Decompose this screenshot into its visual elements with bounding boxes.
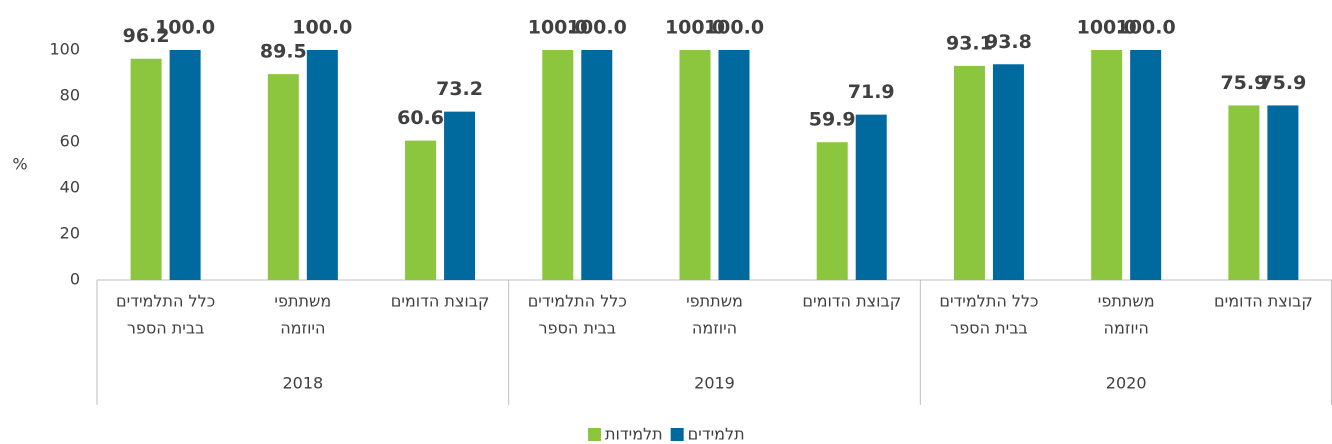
bar xyxy=(679,50,711,280)
x-tick-label: קבוצת הדומים xyxy=(391,292,490,311)
y-tick-label: 60 xyxy=(60,132,80,151)
legend-swatch xyxy=(588,428,601,441)
value-label: 100.0 xyxy=(567,17,627,39)
value-label: 59.9 xyxy=(809,109,856,131)
y-tick-label: 20 xyxy=(60,224,80,243)
bar xyxy=(542,50,574,280)
value-label: 89.5 xyxy=(260,41,307,63)
value-label: 100.0 xyxy=(155,17,215,39)
y-tick-label: 0 xyxy=(70,270,80,289)
value-label: 73.2 xyxy=(436,78,483,100)
bar xyxy=(953,65,985,281)
value-label: 93.1 xyxy=(946,32,993,54)
value-label: 100.0 xyxy=(1116,17,1176,39)
group-label: 2020 xyxy=(1106,374,1147,393)
x-tick-label: בבית הספר xyxy=(127,319,205,338)
bar xyxy=(444,111,476,280)
y-tick-label: 100 xyxy=(49,40,80,59)
x-tick-label: כלל התלמידים xyxy=(939,292,1038,311)
value-label: 93.8 xyxy=(985,31,1032,53)
x-tick-label: משתתפי xyxy=(686,292,743,311)
bar xyxy=(405,140,437,280)
value-label: 96.2 xyxy=(123,25,170,47)
bar xyxy=(816,142,848,280)
value-label: 100.0 xyxy=(665,17,725,39)
group-label: 2019 xyxy=(694,374,735,393)
x-tick-label: היוזמה xyxy=(692,319,737,338)
x-tick-label: משתתפי xyxy=(1098,292,1155,311)
bar xyxy=(169,50,201,280)
value-label: 100.0 xyxy=(704,17,764,39)
legend-label: תלמידים xyxy=(688,425,745,444)
value-label: 71.9 xyxy=(848,81,895,103)
x-tick-label: קבוצת הדומים xyxy=(1214,292,1313,311)
bar xyxy=(1228,105,1260,281)
value-label: 100.0 xyxy=(528,17,588,39)
y-axis-label: % xyxy=(12,155,27,174)
value-label: 75.9 xyxy=(1259,72,1306,94)
bar xyxy=(267,74,299,281)
value-label: 75.9 xyxy=(1220,72,1267,94)
x-tick-label: היוזמה xyxy=(280,319,325,338)
bar xyxy=(855,114,887,280)
bar xyxy=(992,64,1024,280)
bar xyxy=(1091,50,1123,280)
x-tick-label: בבית הספר xyxy=(950,319,1028,338)
x-tick-label: קבוצת הדומים xyxy=(802,292,901,311)
bar xyxy=(718,50,750,280)
x-tick-label: משתתפי xyxy=(274,292,331,311)
bar xyxy=(306,50,338,280)
x-tick-label: בבית הספר xyxy=(539,319,617,338)
bar xyxy=(1130,50,1162,280)
value-label: 60.6 xyxy=(397,107,444,129)
y-tick-label: 80 xyxy=(60,86,80,105)
group-label: 2018 xyxy=(282,374,323,393)
legend-label: תלמידות xyxy=(605,425,663,444)
value-label: 100.0 xyxy=(292,17,352,39)
x-tick-label: כלל התלמידים xyxy=(116,292,215,311)
x-tick-label: היוזמה xyxy=(1104,319,1149,338)
bar xyxy=(1267,105,1299,281)
bar xyxy=(581,50,613,280)
legend-swatch xyxy=(670,428,684,441)
value-label: 100.0 xyxy=(1077,17,1137,39)
y-tick-label: 40 xyxy=(60,178,80,197)
bar xyxy=(130,58,162,280)
x-tick-label: כלל התלמידים xyxy=(528,292,627,311)
